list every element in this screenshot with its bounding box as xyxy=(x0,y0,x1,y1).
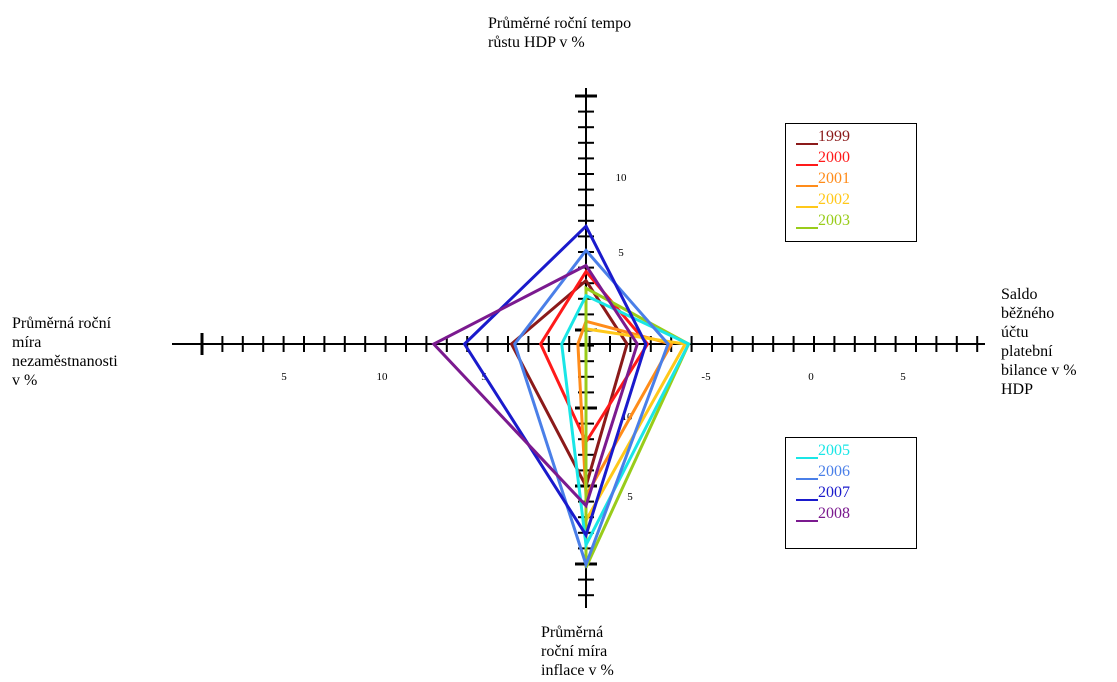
axis-label-gdp: Průměrné roční tempo růstu HDP v % xyxy=(488,15,632,51)
legend-swatch xyxy=(796,185,818,187)
tick-label: 5 xyxy=(627,491,633,503)
axis-label-current-account: Saldo běžného účtu platební bilance v % … xyxy=(1001,286,1077,398)
tick-label: 10 xyxy=(616,172,628,184)
chart-series xyxy=(431,223,691,570)
legend-label: 1999 xyxy=(818,128,850,145)
tick-label: 10 xyxy=(622,411,634,423)
legend-item-2000: 2000 xyxy=(796,149,896,169)
legend-label: 2002 xyxy=(818,191,850,208)
tick-label: 5 xyxy=(281,371,287,383)
legend-label: 2000 xyxy=(818,149,850,166)
legend-label: 2003 xyxy=(818,212,850,229)
tick-label: 5 xyxy=(900,371,906,383)
legend-swatch xyxy=(796,520,818,522)
legend-swatch xyxy=(796,206,818,208)
legend-swatch xyxy=(796,164,818,166)
tick-label: -5 xyxy=(701,371,711,383)
legend-label: 2007 xyxy=(818,484,850,501)
series-polygon-2007 xyxy=(462,223,648,539)
legend-swatch xyxy=(796,478,818,480)
legend-label: 2005 xyxy=(818,442,850,459)
tick-label: 5 xyxy=(618,247,624,259)
legend-item-2002: 2002 xyxy=(796,191,896,211)
legend-item-2003: 2003 xyxy=(796,212,896,232)
legend-1: 1999 2000 2001 2002 2003 xyxy=(785,123,917,242)
tick-label: 10 xyxy=(377,371,389,383)
legend-swatch xyxy=(796,143,818,145)
legend-item-2008: 2008 xyxy=(796,505,896,525)
legend-label: 2008 xyxy=(818,505,850,522)
series-polygon-2008 xyxy=(431,263,639,509)
legend-label: 2001 xyxy=(818,170,850,187)
axis-label-unemployment: Průměrná roční míra nezaměstnanosti v % xyxy=(12,315,118,389)
legend-item-1999: 1999 xyxy=(796,128,896,148)
legend-swatch xyxy=(796,457,818,459)
legend-item-2005: 2005 xyxy=(796,442,896,462)
legend-2: 2005 2006 2007 2008 xyxy=(785,437,917,549)
legend-swatch xyxy=(796,499,818,501)
legend-swatch xyxy=(796,227,818,229)
legend-item-2001: 2001 xyxy=(796,170,896,190)
legend-label: 2006 xyxy=(818,463,850,480)
axis-label-inflation: Průměrná roční míra inflace v % xyxy=(541,624,614,679)
tick-label: 0 xyxy=(808,371,814,383)
legend-item-2007: 2007 xyxy=(796,484,896,504)
legend-item-2006: 2006 xyxy=(796,463,896,483)
series-polygon-2006 xyxy=(513,248,670,570)
